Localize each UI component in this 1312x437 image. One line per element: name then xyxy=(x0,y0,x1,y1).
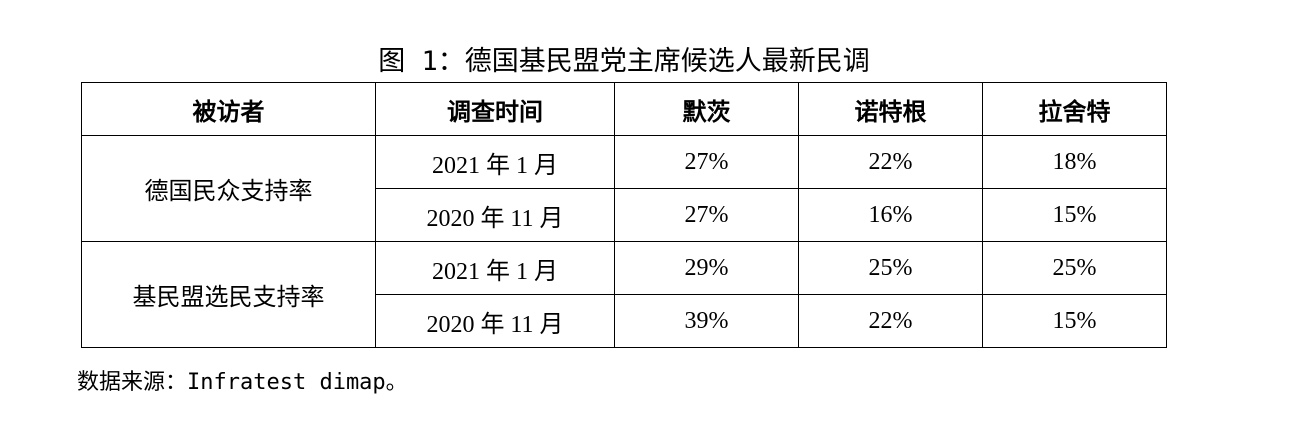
header-laschet: 拉舍特 xyxy=(982,82,1167,136)
roettgen-cell: 22% xyxy=(798,294,983,348)
survey-date-cell: 2020 年 11 月 xyxy=(375,294,615,348)
data-source-note: 数据来源：Infratest dimap。 xyxy=(77,370,408,395)
table-row: 2020 年 11 月 39% 22% 15% xyxy=(82,294,1167,348)
header-merz: 默茨 xyxy=(614,82,799,136)
group-label-public: 德国民众支持率 xyxy=(81,135,376,242)
roettgen-cell: 16% xyxy=(798,188,983,242)
laschet-cell: 18% xyxy=(982,135,1167,189)
laschet-cell: 15% xyxy=(982,188,1167,242)
header-roettgen: 诺特根 xyxy=(798,82,983,136)
merz-cell: 27% xyxy=(614,188,799,242)
laschet-cell: 15% xyxy=(982,294,1167,348)
figure-caption: 图 1：德国基民盟党主席候选人最新民调 xyxy=(378,46,870,77)
laschet-cell: 25% xyxy=(982,241,1167,295)
header-respondents: 被访者 xyxy=(81,82,376,136)
survey-date-cell: 2021 年 1 月 xyxy=(375,241,615,295)
merz-cell: 27% xyxy=(614,135,799,189)
table-header-row: 被访者 调查时间 默茨 诺特根 拉舍特 xyxy=(81,82,1167,136)
table-row: 德国民众支持率 2021 年 1 月 27% 22% 18% xyxy=(81,135,1167,242)
roettgen-cell: 22% xyxy=(798,135,983,189)
roettgen-cell: 25% xyxy=(798,241,983,295)
poll-table: 被访者 调查时间 默茨 诺特根 拉舍特 德国民众支持率 2021 年 1 月 2… xyxy=(81,82,1167,348)
merz-cell: 39% xyxy=(614,294,799,348)
group-label-cdu-voters: 基民盟选民支持率 xyxy=(81,241,376,348)
survey-date-cell: 2021 年 1 月 xyxy=(375,135,615,189)
table-row: 基民盟选民支持率 2021 年 1 月 29% 25% 25% xyxy=(81,241,1167,348)
header-survey-time: 调查时间 xyxy=(375,82,615,136)
merz-cell: 29% xyxy=(614,241,799,295)
survey-date-cell: 2020 年 11 月 xyxy=(375,188,615,242)
